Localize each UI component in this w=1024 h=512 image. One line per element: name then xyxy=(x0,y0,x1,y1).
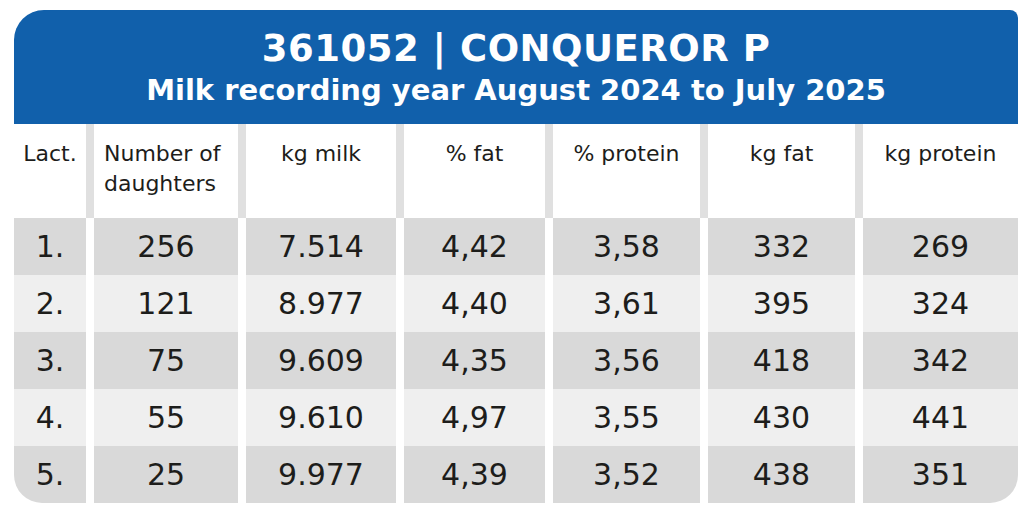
table-row: 4.559.6104,973,55430441 xyxy=(14,389,1018,446)
table-cell: 332 xyxy=(708,218,855,275)
table-cell: 3,61 xyxy=(553,275,700,332)
table-cell: 395 xyxy=(708,275,855,332)
column-header-kg-protein: kg protein xyxy=(863,124,1018,218)
column-header-lact: Lact. xyxy=(14,124,86,218)
table-cell: 55 xyxy=(94,389,238,446)
table-row: 1.2567.5144,423,58332269 xyxy=(14,218,1018,275)
table-cell: 430 xyxy=(708,389,855,446)
table-cell: 3,58 xyxy=(553,218,700,275)
table-header-row: Lact.Number of daughterskg milk% fat% pr… xyxy=(14,124,1018,218)
table-cell: 4,39 xyxy=(404,446,545,503)
table-cell: 3,52 xyxy=(553,446,700,503)
column-header-kg-fat: kg fat xyxy=(708,124,855,218)
table-cell: 3. xyxy=(14,332,86,389)
table-body: 1.2567.5144,423,583322692.1218.9774,403,… xyxy=(14,218,1018,503)
recording-year-subtitle: Milk recording year August 2024 to July … xyxy=(146,76,886,105)
column-header-number-of-daughters: Number of daughters xyxy=(94,124,238,218)
bull-title: 361052 | CONQUEROR P xyxy=(262,30,771,67)
table-cell: 324 xyxy=(863,275,1018,332)
table-row: 2.1218.9774,403,61395324 xyxy=(14,275,1018,332)
table-cell: 256 xyxy=(94,218,238,275)
table-cell: 4. xyxy=(14,389,86,446)
table-cell: 7.514 xyxy=(246,218,396,275)
table-cell: 9.609 xyxy=(246,332,396,389)
table-cell: 342 xyxy=(863,332,1018,389)
table-cell: 351 xyxy=(863,446,1018,503)
bull-milk-recording-card: 361052 | CONQUEROR P Milk recording year… xyxy=(14,10,1018,503)
table-cell: 438 xyxy=(708,446,855,503)
table-cell: 8.977 xyxy=(246,275,396,332)
table-cell: 3,55 xyxy=(553,389,700,446)
table-cell: 4,42 xyxy=(404,218,545,275)
card-header: 361052 | CONQUEROR P Milk recording year… xyxy=(14,10,1018,124)
table-cell: 5. xyxy=(14,446,86,503)
table-cell: 9.977 xyxy=(246,446,396,503)
column-header-protein: % protein xyxy=(553,124,700,218)
table-cell: 269 xyxy=(863,218,1018,275)
table-cell: 1. xyxy=(14,218,86,275)
table-cell: 25 xyxy=(94,446,238,503)
table-cell: 121 xyxy=(94,275,238,332)
table-row: 5.259.9774,393,52438351 xyxy=(14,446,1018,503)
column-header-fat: % fat xyxy=(404,124,545,218)
table-cell: 418 xyxy=(708,332,855,389)
table-cell: 4,97 xyxy=(404,389,545,446)
table-cell: 3,56 xyxy=(553,332,700,389)
table-cell: 441 xyxy=(863,389,1018,446)
table-cell: 4,35 xyxy=(404,332,545,389)
table-row: 3.759.6094,353,56418342 xyxy=(14,332,1018,389)
table-cell: 9.610 xyxy=(246,389,396,446)
table-cell: 2. xyxy=(14,275,86,332)
column-header-kg-milk: kg milk xyxy=(246,124,396,218)
table-cell: 75 xyxy=(94,332,238,389)
table-cell: 4,40 xyxy=(404,275,545,332)
